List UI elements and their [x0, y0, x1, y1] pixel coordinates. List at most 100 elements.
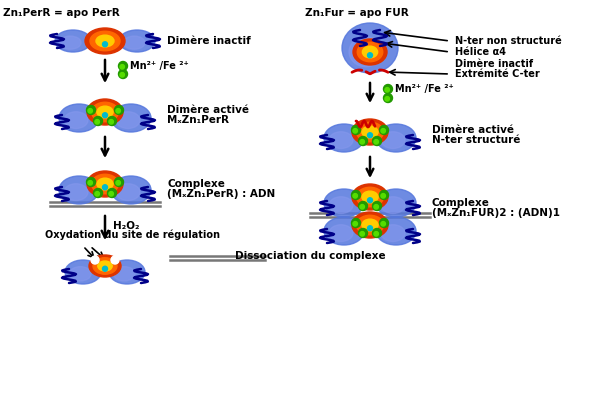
Ellipse shape — [374, 232, 378, 236]
Ellipse shape — [94, 116, 102, 126]
Ellipse shape — [352, 212, 388, 238]
Ellipse shape — [64, 112, 88, 129]
Ellipse shape — [385, 97, 389, 101]
Ellipse shape — [88, 109, 93, 113]
Ellipse shape — [351, 191, 360, 200]
Ellipse shape — [115, 178, 123, 186]
Text: Dimère inactif: Dimère inactif — [455, 59, 533, 69]
Ellipse shape — [109, 191, 113, 196]
Ellipse shape — [381, 225, 405, 242]
Ellipse shape — [111, 256, 119, 264]
Text: Dimère activé: Dimère activé — [432, 125, 514, 135]
Text: Complexe: Complexe — [167, 179, 225, 189]
Ellipse shape — [107, 116, 116, 126]
Text: Extrémité C-ter: Extrémité C-ter — [455, 69, 540, 79]
Ellipse shape — [362, 46, 378, 58]
Text: Zn₁Fur = apo FUR: Zn₁Fur = apo FUR — [305, 8, 409, 18]
Ellipse shape — [102, 185, 107, 190]
Ellipse shape — [324, 217, 364, 245]
Text: Mn²⁺ /Fe ²⁺: Mn²⁺ /Fe ²⁺ — [130, 61, 189, 71]
Ellipse shape — [376, 124, 416, 152]
Ellipse shape — [349, 37, 383, 67]
Ellipse shape — [384, 94, 392, 102]
Ellipse shape — [59, 176, 99, 204]
Ellipse shape — [329, 225, 353, 242]
Ellipse shape — [357, 215, 384, 235]
Ellipse shape — [87, 99, 123, 125]
Ellipse shape — [109, 260, 145, 284]
Ellipse shape — [59, 36, 81, 49]
Ellipse shape — [352, 119, 388, 145]
Ellipse shape — [362, 191, 378, 203]
Text: Hélice α4: Hélice α4 — [455, 47, 506, 57]
Ellipse shape — [102, 113, 107, 118]
Ellipse shape — [55, 30, 91, 52]
Ellipse shape — [381, 193, 386, 198]
Ellipse shape — [95, 119, 99, 124]
Ellipse shape — [85, 28, 125, 54]
Ellipse shape — [352, 184, 388, 210]
Ellipse shape — [351, 126, 360, 134]
Ellipse shape — [329, 132, 353, 149]
Ellipse shape — [379, 218, 389, 228]
Ellipse shape — [102, 266, 107, 271]
Ellipse shape — [64, 184, 88, 201]
Text: (MₓZn₁PerR) : ADN: (MₓZn₁PerR) : ADN — [167, 189, 275, 199]
Ellipse shape — [123, 36, 145, 49]
Ellipse shape — [359, 201, 368, 210]
Ellipse shape — [116, 181, 120, 185]
Ellipse shape — [324, 124, 364, 152]
Ellipse shape — [373, 228, 381, 238]
Ellipse shape — [95, 191, 99, 196]
Ellipse shape — [59, 104, 99, 132]
Text: N-ter structuré: N-ter structuré — [432, 135, 520, 145]
Ellipse shape — [97, 106, 113, 118]
Ellipse shape — [111, 176, 151, 204]
Ellipse shape — [368, 133, 373, 138]
Ellipse shape — [351, 218, 360, 228]
Ellipse shape — [116, 112, 140, 129]
Ellipse shape — [116, 109, 120, 113]
Ellipse shape — [379, 191, 389, 200]
Ellipse shape — [107, 188, 116, 198]
Ellipse shape — [379, 126, 389, 134]
Ellipse shape — [111, 104, 151, 132]
Ellipse shape — [359, 228, 368, 238]
Text: Oxydation du site de régulation: Oxydation du site de régulation — [45, 230, 220, 240]
Ellipse shape — [360, 232, 365, 236]
Ellipse shape — [120, 72, 124, 77]
Text: Dissociation du complexe: Dissociation du complexe — [235, 251, 386, 261]
Ellipse shape — [362, 126, 378, 138]
Ellipse shape — [91, 102, 118, 122]
Text: (MₓZn₁FUR)2 : (ADN)1: (MₓZn₁FUR)2 : (ADN)1 — [432, 208, 560, 218]
Ellipse shape — [102, 42, 107, 47]
Ellipse shape — [376, 189, 416, 217]
Text: Dimère inactif: Dimère inactif — [167, 36, 251, 46]
Ellipse shape — [91, 256, 99, 264]
Ellipse shape — [373, 201, 381, 210]
Ellipse shape — [324, 189, 364, 217]
Ellipse shape — [353, 222, 357, 226]
Ellipse shape — [115, 106, 123, 114]
Ellipse shape — [118, 62, 128, 70]
Ellipse shape — [357, 42, 383, 62]
Ellipse shape — [93, 258, 117, 274]
Ellipse shape — [329, 197, 353, 213]
Ellipse shape — [98, 261, 112, 271]
Ellipse shape — [381, 197, 405, 213]
Ellipse shape — [86, 106, 96, 114]
Ellipse shape — [359, 136, 368, 146]
Ellipse shape — [120, 64, 124, 69]
Ellipse shape — [86, 178, 96, 186]
Ellipse shape — [69, 267, 91, 281]
Text: Mn²⁺ /Fe ²⁺: Mn²⁺ /Fe ²⁺ — [395, 84, 454, 94]
Ellipse shape — [374, 139, 378, 144]
Text: H₂O₂: H₂O₂ — [113, 221, 140, 231]
Ellipse shape — [116, 184, 140, 201]
Ellipse shape — [368, 226, 373, 231]
Ellipse shape — [94, 188, 102, 198]
Ellipse shape — [342, 23, 398, 73]
Ellipse shape — [353, 193, 357, 198]
Ellipse shape — [353, 39, 387, 65]
Text: Dimère activé: Dimère activé — [167, 105, 249, 115]
